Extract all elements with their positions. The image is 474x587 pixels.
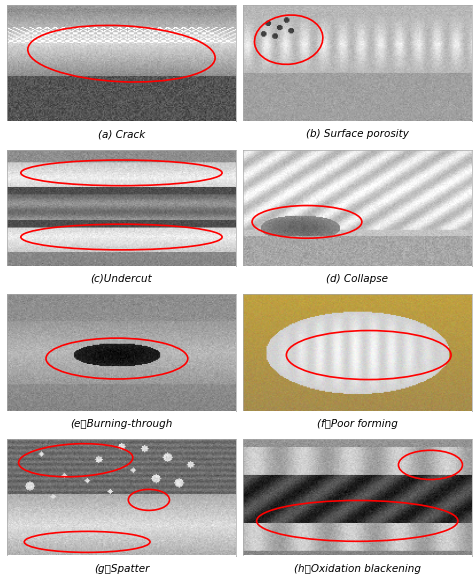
Text: (b) Surface porosity: (b) Surface porosity — [306, 129, 409, 139]
Text: (h）Oxidation blackening: (h）Oxidation blackening — [294, 564, 421, 573]
Text: (e）Burning-through: (e）Burning-through — [70, 419, 173, 429]
Text: (c)Undercut: (c)Undercut — [91, 274, 152, 284]
Text: (a) Crack: (a) Crack — [98, 129, 145, 139]
Text: (f）Poor forming: (f）Poor forming — [317, 419, 398, 429]
Text: (g）Spatter: (g）Spatter — [94, 564, 149, 573]
Text: (d) Collapse: (d) Collapse — [326, 274, 388, 284]
